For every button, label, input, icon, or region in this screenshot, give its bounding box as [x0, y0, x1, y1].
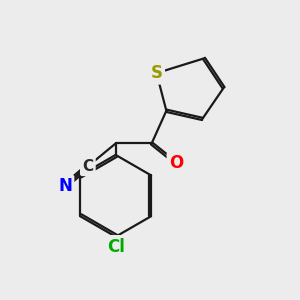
- Text: S: S: [151, 64, 163, 82]
- Text: Cl: Cl: [107, 238, 124, 256]
- Text: O: O: [169, 154, 183, 172]
- Text: N: N: [58, 177, 72, 195]
- Text: C: C: [82, 159, 93, 174]
